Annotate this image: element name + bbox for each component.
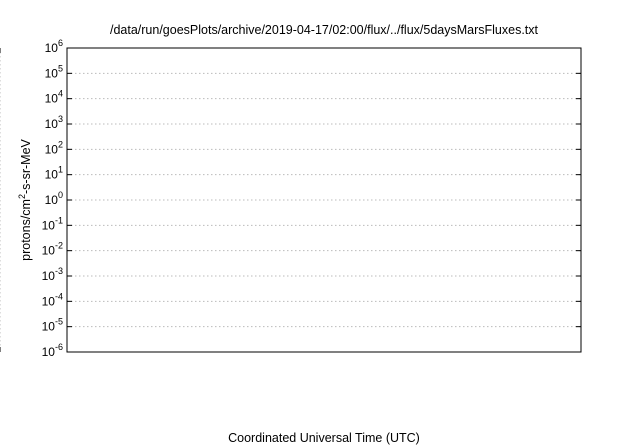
grid <box>0 48 581 352</box>
y-axis-ticks: 10-6 10-5 10-4 10-3 10-2 10-1 100 101 102 103 104 1… <box>42 38 581 359</box>
y-tick-label: 103 <box>45 114 63 131</box>
y-tick-label: 10-3 <box>42 266 63 283</box>
y-tick-label: 10-4 <box>42 291 63 308</box>
y-tick-label: 100 <box>45 190 63 207</box>
y-tick-label: 10-1 <box>42 215 63 232</box>
y-tick-label: 104 <box>45 89 63 106</box>
x-axis-label: Coordinated Universal Time (UTC) <box>228 431 420 445</box>
y-tick-label: 10-5 <box>42 317 63 334</box>
y-tick-label: 10-2 <box>42 241 63 258</box>
y-tick-label: 10-6 <box>42 342 63 359</box>
y-tick-label: 101 <box>45 165 63 182</box>
chart-title: /data/run/goesPlots/archive/2019-04-17/0… <box>110 23 539 37</box>
y-axis-label: protons/cm2-s-sr-MeV <box>17 138 33 260</box>
y-tick-label: 102 <box>45 139 63 156</box>
y-tick-label: 105 <box>45 63 63 80</box>
y-tick-label: 106 <box>45 38 63 55</box>
